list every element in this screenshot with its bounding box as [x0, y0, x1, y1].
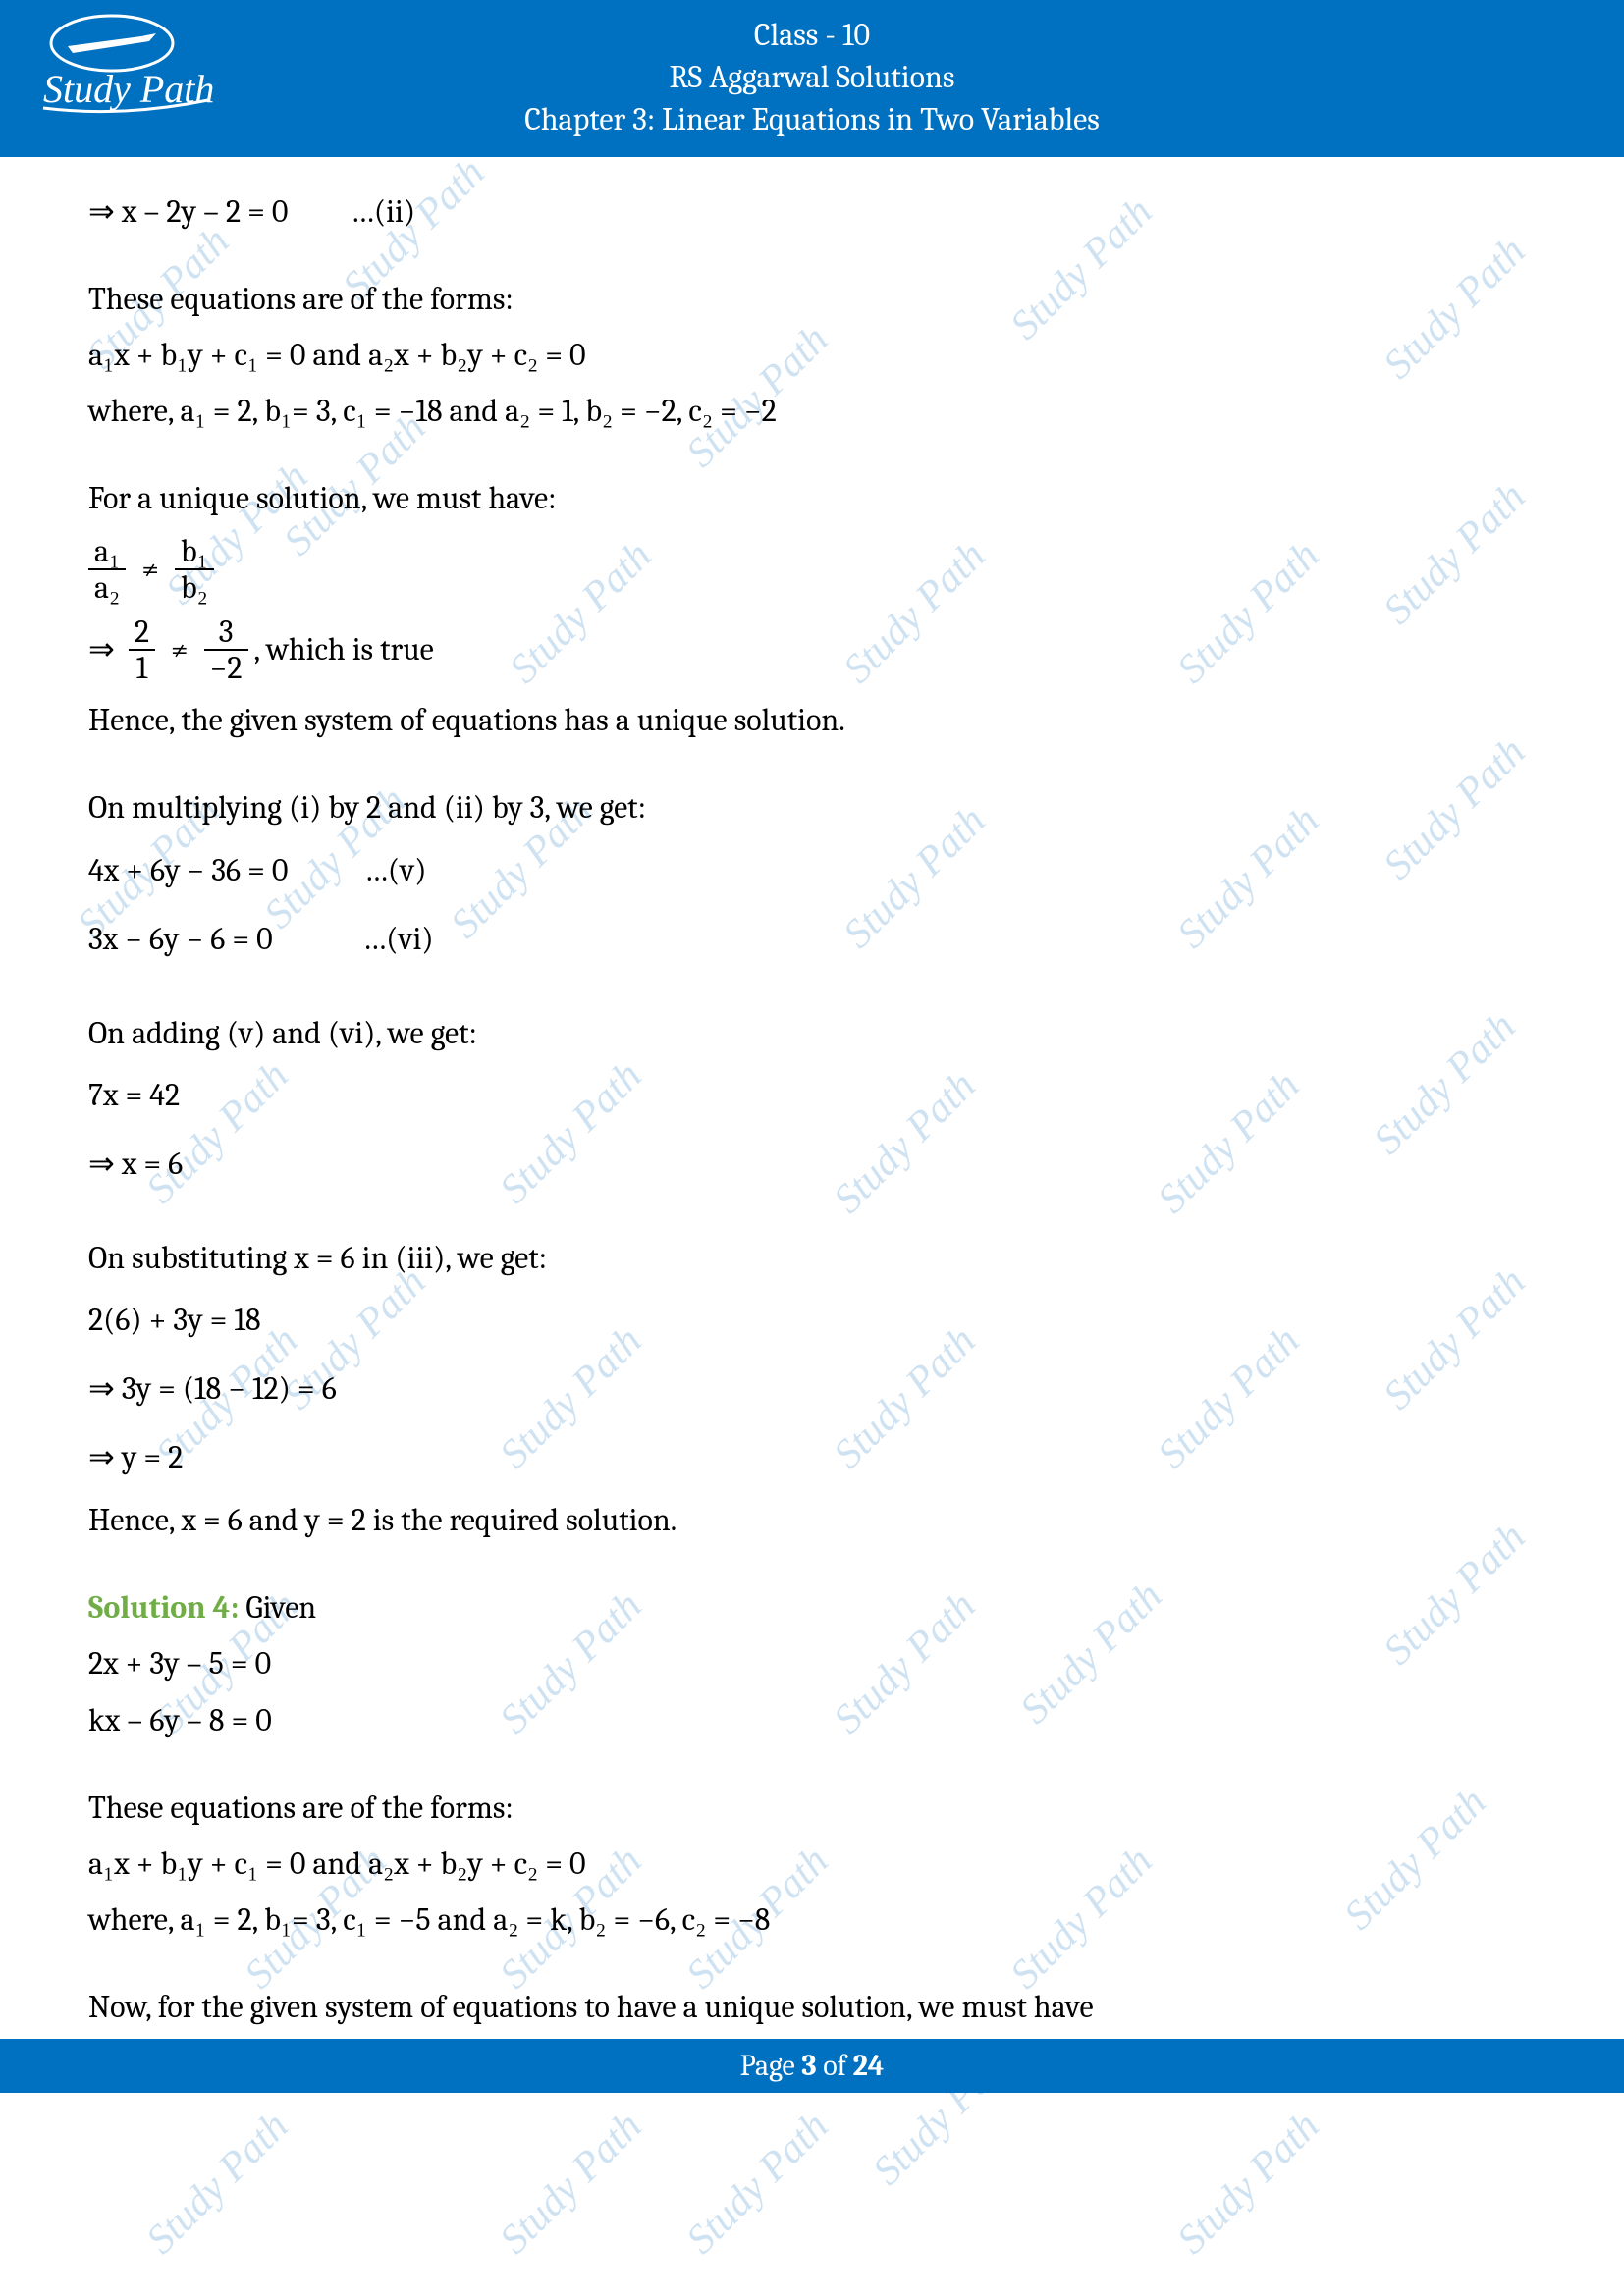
given-text: Given	[239, 1589, 316, 1626]
header-book: RS Aggarwal Solutions	[0, 56, 1624, 98]
s4-forms-intro: These equations are of the forms:	[88, 1783, 1536, 1833]
s4-eq1: 2x + 3y – 5 = 0	[88, 1638, 1536, 1688]
header-chapter: Chapter 3: Linear Equations in Two Varia…	[0, 98, 1624, 140]
equation-vi: 3x − 6y − 6 = 0 …(vi)	[88, 908, 1536, 971]
forms-intro: These equations are of the forms:	[88, 274, 1536, 324]
substitute-intro: On substituting x = 6 in (iii), we get:	[88, 1233, 1536, 1283]
add-intro: On adding (v) and (vi), we get:	[88, 1008, 1536, 1058]
fraction-a1-a2: a₁ a₂	[88, 534, 126, 605]
watermark: Study Path	[1168, 2103, 1328, 2263]
page-footer: Page 3 of 24	[0, 2039, 1624, 2093]
s4-now: Now, for the given system of equations t…	[88, 1982, 1536, 2032]
multiply-intro: On multiplying (i) by 2 and (ii) by 3, w…	[88, 782, 1536, 832]
fraction-b1-b2: b₁ b₂	[175, 534, 214, 605]
y-equals-2: ⇒ y = 2	[88, 1426, 1536, 1489]
footer-of: of	[817, 2049, 853, 2083]
header-class: Class - 10	[0, 14, 1624, 56]
two-six-eq: 2(6) + 3y = 18	[88, 1289, 1536, 1352]
page-header: Study Path Class - 10 RS Aggarwal Soluti…	[0, 0, 1624, 157]
x-equals-6: ⇒ x = 6	[88, 1133, 1536, 1196]
s4-forms-general: a₁x + b₁y + c₁ = 0 and a₂x + b₂y + c₂ = …	[88, 1839, 1536, 1889]
watermark: Study Path	[491, 2103, 651, 2263]
three-y-eq: ⇒ 3y = (18 − 12) = 6	[88, 1358, 1536, 1420]
not-equal-symbol: ≠	[171, 624, 189, 674]
hence-unique: Hence, the given system of equations has…	[88, 695, 1536, 745]
study-path-logo: Study Path	[33, 12, 220, 120]
solution-4-label: Solution 4:	[88, 1589, 239, 1626]
footer-prefix: Page	[740, 2049, 802, 2083]
where-coeffs-1: where, a₁ = 2, b₁= 3, c₁ = −18 and a₂ = …	[88, 386, 1536, 436]
s4-where-coeffs: where, a₁ = 2, b₁= 3, c₁ = −5 and a₂ = k…	[88, 1895, 1536, 1945]
forms-general: a₁x + b₁y + c₁ = 0 and a₂x + b₂y + c₂ = …	[88, 330, 1536, 380]
equation-ii: ⇒ x – 2y – 2 = 0 …(ii)	[88, 187, 1536, 237]
unique-intro: For a unique solution, we must have:	[88, 473, 1536, 523]
watermark: Study Path	[137, 2103, 298, 2263]
fraction-3-neg2: 3 −2	[204, 614, 248, 685]
s4-eq2: kx – 6y – 8 = 0	[88, 1695, 1536, 1745]
fraction-2-1: 2 1	[129, 614, 155, 685]
watermark: Study Path	[677, 2103, 838, 2263]
equation-v: 4x + 6y − 36 = 0 …(v)	[88, 839, 1536, 902]
solution-4-heading: Solution 4: Given	[88, 1582, 1536, 1632]
implies-arrow: ⇒	[88, 624, 115, 674]
footer-current-page: 3	[801, 2049, 816, 2083]
hence-x-y: Hence, x = 6 and y = 2 is the required s…	[88, 1495, 1536, 1545]
seven-x-42: 7x = 42	[88, 1064, 1536, 1127]
not-equal-symbol: ≠	[141, 544, 159, 594]
which-is-true: , which is true	[254, 624, 434, 674]
page-content: ⇒ x – 2y – 2 = 0 …(ii) These equations a…	[0, 157, 1624, 2033]
footer-total-pages: 24	[853, 2049, 885, 2083]
